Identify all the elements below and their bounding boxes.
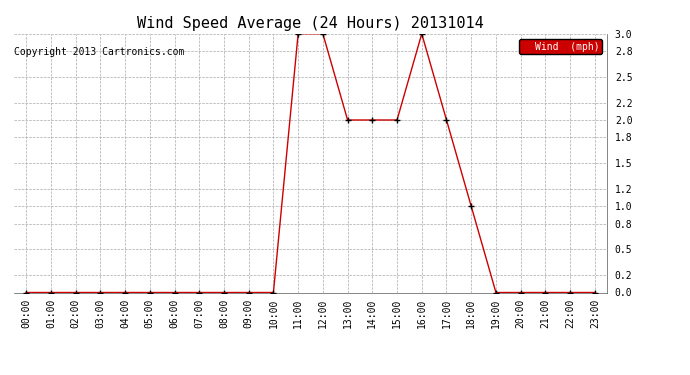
Legend: Wind  (mph): Wind (mph)	[520, 39, 602, 54]
Title: Wind Speed Average (24 Hours) 20131014: Wind Speed Average (24 Hours) 20131014	[137, 16, 484, 31]
Text: Copyright 2013 Cartronics.com: Copyright 2013 Cartronics.com	[14, 47, 184, 57]
